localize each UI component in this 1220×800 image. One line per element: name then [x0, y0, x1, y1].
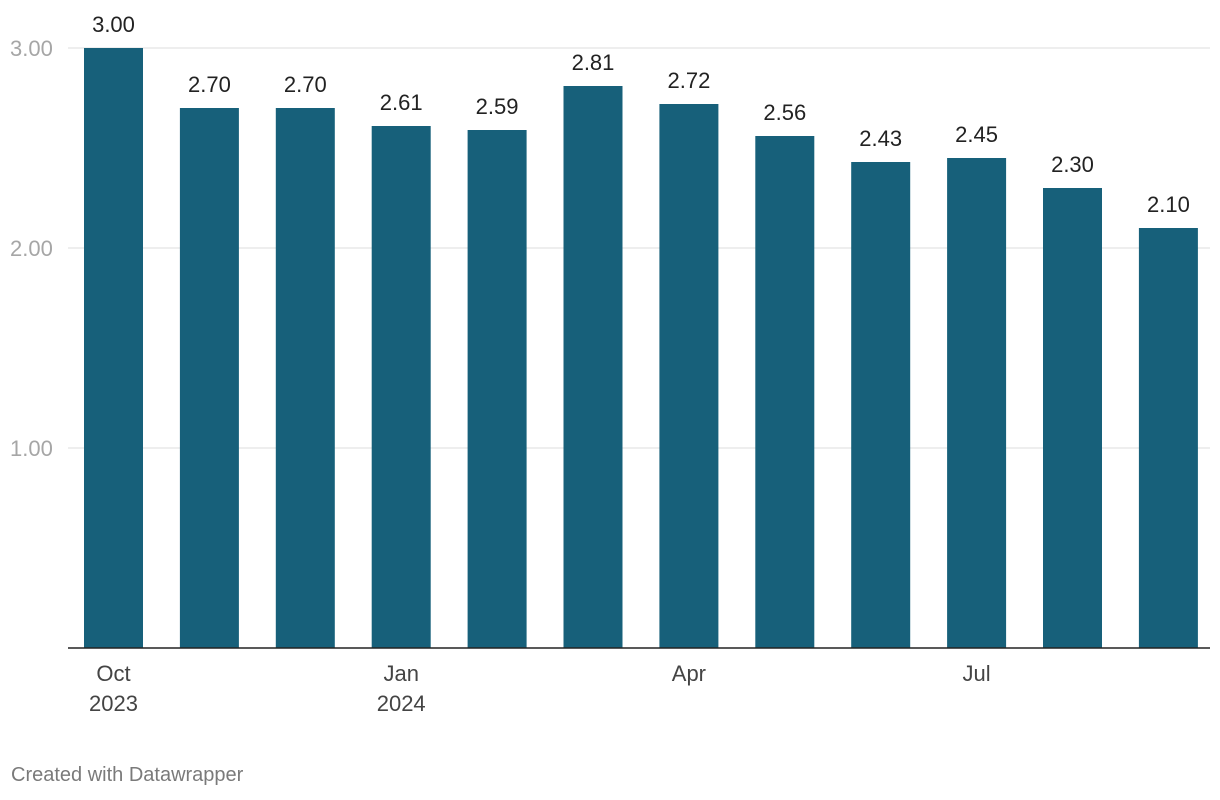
x-axis-ticks: Oct 2023 Jan 2024 Apr Jul: [89, 661, 991, 716]
data-labels: 3.00 2.70 2.70 2.61 2.59 2.81 2.72 2.56 2.43 2.45…: [92, 12, 1190, 217]
y-tick-label: 2.00: [10, 236, 53, 261]
bar: [1043, 188, 1102, 648]
y-tick-label: 3.00: [10, 36, 53, 61]
data-label: 2.45: [955, 122, 998, 147]
data-label: 2.81: [572, 50, 615, 75]
bar: [755, 136, 815, 648]
x-tick-label: Apr: [672, 661, 706, 686]
credit-text: Created with Datawrapper: [11, 764, 244, 786]
bar: [563, 86, 623, 648]
bar: [947, 158, 1007, 648]
bar: [275, 108, 335, 648]
y-axis-ticks: 1.00 2.00 3.00: [10, 36, 53, 461]
bar: [467, 130, 527, 648]
x-tick-label: Jul: [963, 661, 991, 686]
x-tick-label: Oct: [96, 661, 130, 686]
x-tick-label: 2024: [377, 691, 426, 716]
y-tick-label: 1.00: [10, 436, 53, 461]
data-label: 2.72: [667, 68, 710, 93]
data-label: 3.00: [92, 12, 135, 37]
bar: [851, 162, 911, 648]
bars: [84, 48, 1198, 648]
data-label: 2.70: [188, 72, 231, 97]
data-label: 2.70: [284, 72, 327, 97]
data-label: 2.30: [1051, 152, 1094, 177]
bar: [1138, 228, 1198, 648]
data-label: 2.10: [1147, 192, 1190, 217]
data-label: 2.43: [859, 126, 902, 151]
bar: [371, 126, 431, 648]
x-tick-label: Jan: [383, 661, 418, 686]
bar: [84, 48, 143, 648]
bar-chart: 1.00 2.00 3.00 3.00 2.70 2.70 2.61 2.59 2.81 2.7…: [10, 12, 1210, 716]
data-label: 2.59: [476, 94, 519, 119]
bar: [659, 104, 719, 648]
bar: [179, 108, 239, 648]
data-label: 2.56: [763, 100, 806, 125]
gridlines: [68, 47, 1210, 449]
data-label: 2.61: [380, 90, 423, 115]
x-tick-label: 2023: [89, 691, 138, 716]
